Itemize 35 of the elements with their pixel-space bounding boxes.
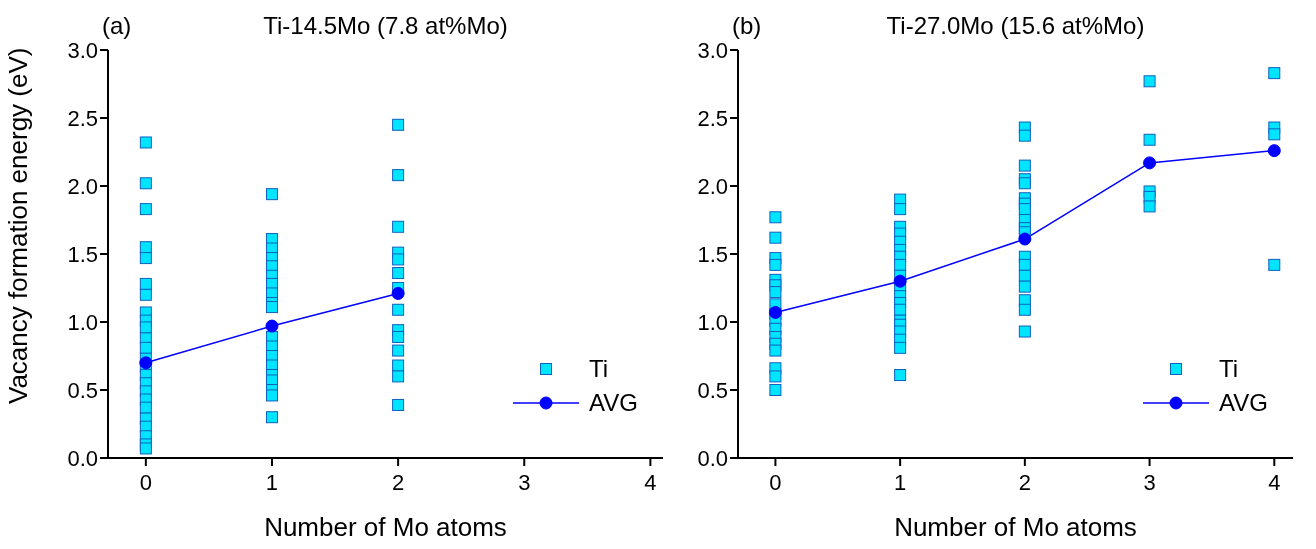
x-tick-label: 4 xyxy=(644,469,657,495)
y-tick-label: 0.5 xyxy=(697,377,728,403)
x-tick-label: 0 xyxy=(769,469,782,495)
legend-label: AVG xyxy=(1219,389,1268,417)
y-tick-label: 3.0 xyxy=(67,37,98,63)
y-tick-label: 2.5 xyxy=(697,105,728,131)
x-axis-title: Number of Mo atoms xyxy=(264,512,507,542)
x-axis-title: Number of Mo atoms xyxy=(894,512,1137,542)
x-tick-label: 1 xyxy=(265,469,279,495)
y-tick-label: 0.0 xyxy=(67,445,98,471)
y-tick-label: 2.5 xyxy=(67,105,98,131)
y-tick-label: 2.0 xyxy=(697,173,728,199)
y-tick-label: 0.5 xyxy=(67,377,98,403)
y-tick-label: 1.0 xyxy=(697,309,728,335)
chart-title: Ti-14.5Mo (7.8 at%Mo) xyxy=(263,12,508,39)
y-tick-label: 1.0 xyxy=(67,309,98,335)
x-tick-label: 1 xyxy=(894,469,907,495)
x-tick-label: 2 xyxy=(391,469,405,495)
x-tick-label: 2 xyxy=(1018,469,1031,495)
chart-title: Ti-27.0Mo (15.6 at%Mo) xyxy=(886,12,1145,39)
legend-label: Ti xyxy=(1219,355,1239,383)
y-tick-label: 1.5 xyxy=(67,241,98,267)
legend-label: Ti xyxy=(589,355,609,383)
x-tick-label: 4 xyxy=(1268,469,1281,495)
y-tick-label: 1.5 xyxy=(697,241,728,267)
legend-label: AVG xyxy=(589,389,638,417)
x-tick-label: 0 xyxy=(139,469,152,495)
y-axis-title: Vacancy formation energy (eV) xyxy=(3,47,34,404)
text: (b) xyxy=(732,12,762,40)
y-tick-label: 3.0 xyxy=(697,37,728,63)
x-tick-label: 3 xyxy=(1143,469,1156,495)
y-tick-label: 2.0 xyxy=(67,173,98,199)
text: (a) xyxy=(102,12,132,40)
x-tick-label: 3 xyxy=(518,469,531,495)
y-tick-label: 0.0 xyxy=(697,445,728,471)
